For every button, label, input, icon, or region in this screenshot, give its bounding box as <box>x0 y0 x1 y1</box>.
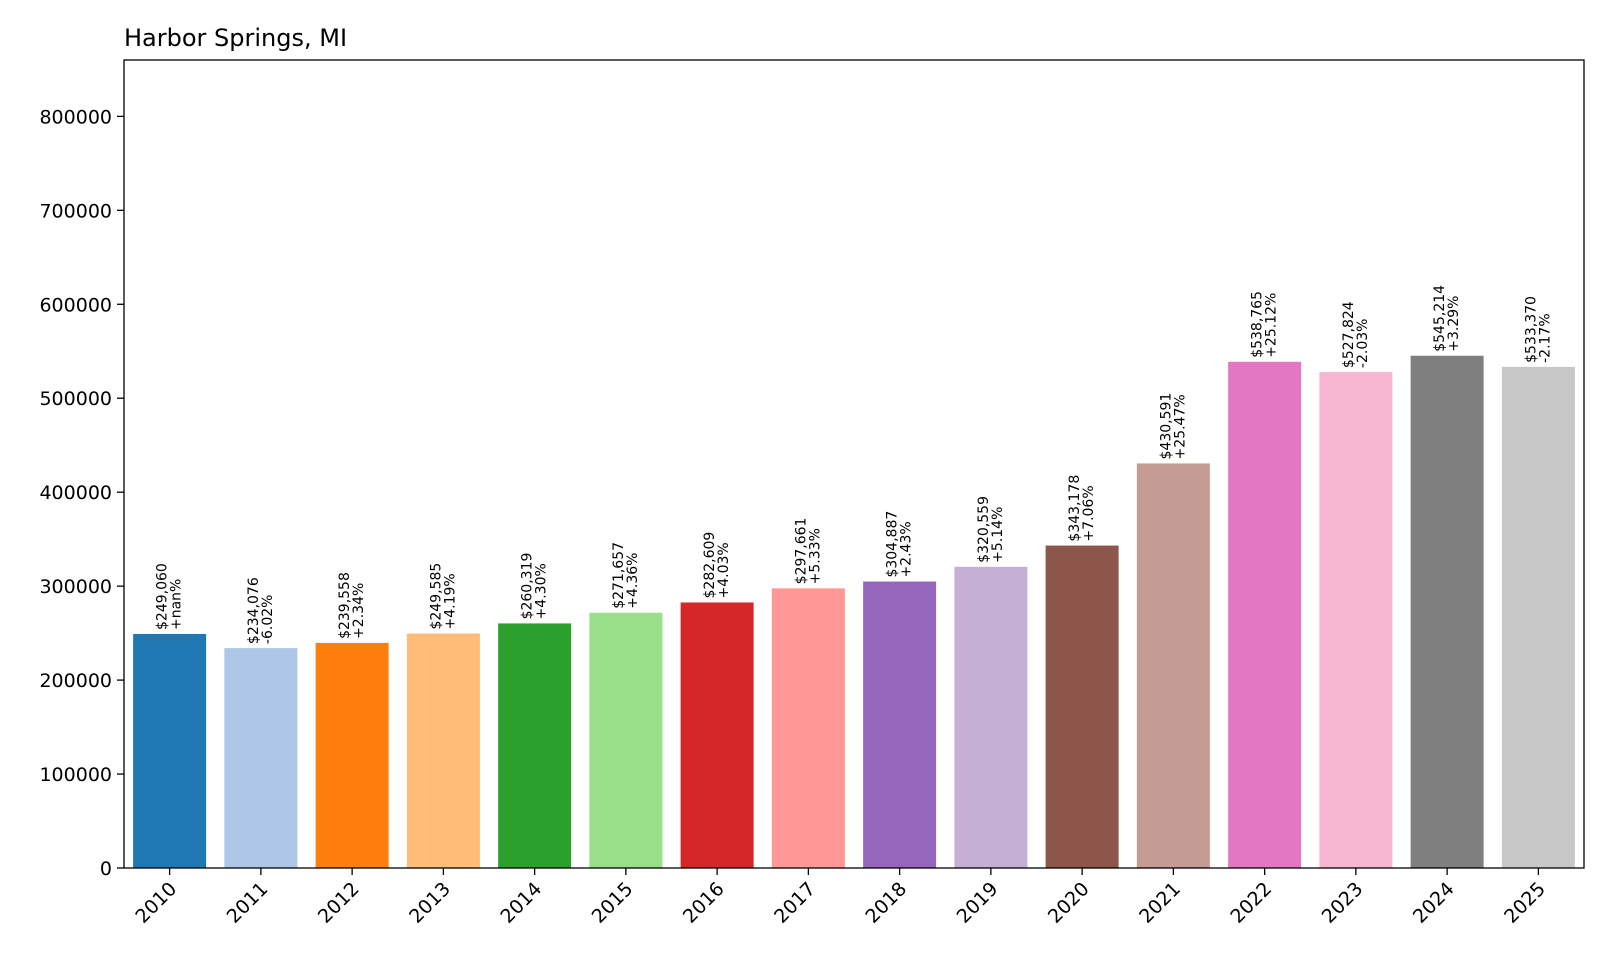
bar-2019 <box>954 566 1028 868</box>
x-tick-label: 2015 <box>588 878 638 928</box>
bar-2010 <box>133 633 207 868</box>
x-tick-label: 2020 <box>1044 878 1094 928</box>
bar-value-label: $545,214 <box>1432 285 1448 352</box>
bar-change-label: +3.29% <box>1446 296 1462 352</box>
bar-value-label: $527,824 <box>1341 301 1357 368</box>
bar-value-label: $260,319 <box>520 553 536 620</box>
x-tick-label: 2016 <box>679 878 729 928</box>
y-tick-label: 100000 <box>39 764 112 786</box>
bar-2024 <box>1410 355 1484 868</box>
x-tick-label: 2012 <box>314 878 364 928</box>
bar-2016 <box>680 602 754 868</box>
y-tick-label: 200000 <box>39 670 112 692</box>
x-tick-label: 2017 <box>770 878 820 928</box>
x-tick-label: 2011 <box>223 878 273 928</box>
x-tick-label: 2019 <box>953 878 1003 928</box>
x-tick-label: 2024 <box>1409 878 1459 928</box>
bar-change-label: +nan% <box>169 579 185 630</box>
bar-change-label: +4.03% <box>716 542 732 598</box>
bar-2013 <box>406 633 480 868</box>
y-axis: 0 100000 200000 300000 400000 500000 600000 700… <box>39 106 124 880</box>
bar-value-label: $249,060 <box>155 563 171 630</box>
bar-value-label: $239,558 <box>337 572 353 639</box>
bar-2017 <box>771 588 845 868</box>
bar-2011 <box>224 648 298 868</box>
bar-value-label: $538,765 <box>1250 291 1266 358</box>
bar-value-label: $249,585 <box>428 563 444 630</box>
bar-value-label: $343,178 <box>1067 475 1083 542</box>
x-tick-label: 2023 <box>1318 878 1368 928</box>
y-tick-label: 400000 <box>39 482 112 504</box>
bar-2021 <box>1136 463 1210 868</box>
bar-2020 <box>1045 545 1119 868</box>
x-axis: 2010 2011 2012 2013 2014 2015 2016 2017 2018 2019… <box>131 868 1550 928</box>
bar-change-label: -2.03% <box>1355 319 1371 369</box>
x-tick-label: 2014 <box>496 878 546 928</box>
y-tick-label: 600000 <box>39 294 112 316</box>
bar-change-label: +2.34% <box>351 583 367 639</box>
bar-2014 <box>498 623 572 868</box>
bar-2023 <box>1319 372 1393 868</box>
bar-change-label: +2.43% <box>899 521 915 577</box>
x-tick-label: 2025 <box>1500 878 1550 928</box>
bar-value-label: $282,609 <box>702 532 718 599</box>
plot-frame <box>123 59 1585 869</box>
bar-change-label: +4.30% <box>534 563 550 619</box>
chart-title: Harbor Springs, MI <box>124 24 347 52</box>
y-tick-label: 800000 <box>39 106 112 128</box>
x-tick-label: 2022 <box>1226 878 1276 928</box>
bar-change-label: +25.12% <box>1264 293 1280 358</box>
bar-2015 <box>589 612 663 868</box>
bar-value-label: $430,591 <box>1158 393 1174 460</box>
bar-change-label: -6.02% <box>260 595 276 645</box>
bar-labels-group: $249,060+nan% $234,076-6.02% $239,558+2.34… <box>155 285 1554 644</box>
bar-value-label: $533,370 <box>1523 296 1539 363</box>
bar-change-label: +25.47% <box>1172 394 1188 459</box>
bar-2012 <box>315 642 389 868</box>
bar-value-label: $234,076 <box>246 577 262 644</box>
bar-change-label: -2.17% <box>1537 313 1553 363</box>
y-tick-label: 0 <box>100 858 112 880</box>
y-tick-label: 500000 <box>39 388 112 410</box>
bar-2018 <box>863 581 937 868</box>
bar-value-label: $271,657 <box>611 542 627 609</box>
bar-change-label: +4.36% <box>625 553 641 609</box>
bar-2022 <box>1228 361 1302 868</box>
y-tick-label: 300000 <box>39 576 112 598</box>
x-tick-label: 2018 <box>861 878 911 928</box>
x-tick-label: 2013 <box>405 878 455 928</box>
x-tick-label: 2021 <box>1135 878 1185 928</box>
bar-change-label: +5.33% <box>807 528 823 584</box>
y-tick-label: 700000 <box>39 200 112 222</box>
bar-2025 <box>1501 366 1575 868</box>
x-tick-label: 2010 <box>131 878 181 928</box>
bar-value-label: $304,887 <box>885 511 901 578</box>
bar-change-label: +7.06% <box>1081 485 1097 541</box>
bars-group <box>133 355 1575 868</box>
bar-value-label: $320,559 <box>976 496 992 563</box>
bar-change-label: +4.19% <box>442 573 458 629</box>
bar-change-label: +5.14% <box>990 507 1006 563</box>
bar-value-label: $297,661 <box>793 518 809 585</box>
